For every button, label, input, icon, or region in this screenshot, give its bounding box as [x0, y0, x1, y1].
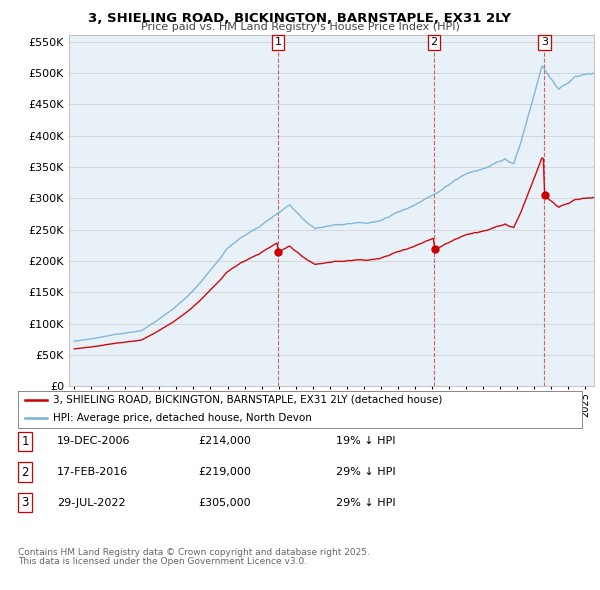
Text: 3: 3	[22, 496, 29, 509]
Text: £305,000: £305,000	[198, 498, 251, 507]
Text: Contains HM Land Registry data © Crown copyright and database right 2025.: Contains HM Land Registry data © Crown c…	[18, 548, 370, 557]
Text: 19% ↓ HPI: 19% ↓ HPI	[336, 437, 395, 446]
Text: Price paid vs. HM Land Registry's House Price Index (HPI): Price paid vs. HM Land Registry's House …	[140, 22, 460, 32]
Text: 3, SHIELING ROAD, BICKINGTON, BARNSTAPLE, EX31 2LY (detached house): 3, SHIELING ROAD, BICKINGTON, BARNSTAPLE…	[53, 395, 442, 405]
Text: 29% ↓ HPI: 29% ↓ HPI	[336, 467, 395, 477]
Text: 19-DEC-2006: 19-DEC-2006	[57, 437, 131, 446]
Text: HPI: Average price, detached house, North Devon: HPI: Average price, detached house, Nort…	[53, 414, 312, 424]
Text: 29% ↓ HPI: 29% ↓ HPI	[336, 498, 395, 507]
Text: This data is licensed under the Open Government Licence v3.0.: This data is licensed under the Open Gov…	[18, 558, 307, 566]
Text: 1: 1	[22, 435, 29, 448]
Text: 1: 1	[275, 37, 281, 47]
Text: £219,000: £219,000	[198, 467, 251, 477]
Text: 3, SHIELING ROAD, BICKINGTON, BARNSTAPLE, EX31 2LY: 3, SHIELING ROAD, BICKINGTON, BARNSTAPLE…	[89, 12, 511, 25]
Text: 2: 2	[22, 466, 29, 478]
Text: 17-FEB-2016: 17-FEB-2016	[57, 467, 128, 477]
Text: 29-JUL-2022: 29-JUL-2022	[57, 498, 125, 507]
Text: £214,000: £214,000	[198, 437, 251, 446]
Text: 3: 3	[541, 37, 548, 47]
Text: 2: 2	[431, 37, 437, 47]
